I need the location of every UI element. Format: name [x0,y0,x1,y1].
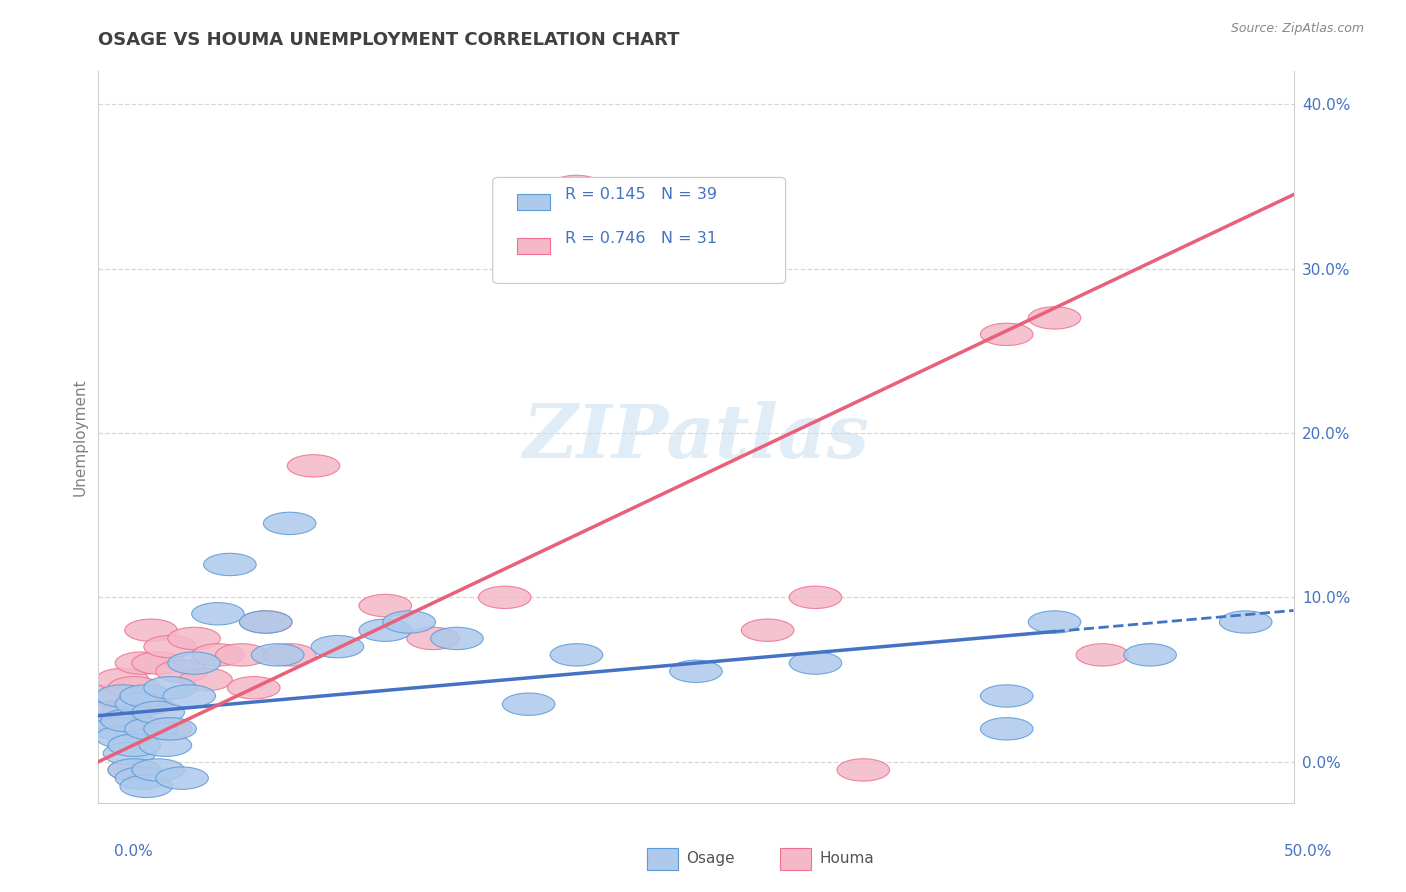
Ellipse shape [108,759,160,781]
Ellipse shape [980,323,1033,345]
Ellipse shape [125,718,177,740]
Ellipse shape [163,685,215,707]
Ellipse shape [156,660,208,682]
Ellipse shape [406,627,460,649]
FancyBboxPatch shape [517,194,550,211]
Ellipse shape [84,685,136,707]
Ellipse shape [139,718,191,740]
Ellipse shape [101,709,153,731]
Ellipse shape [789,586,842,608]
Ellipse shape [550,175,603,198]
Ellipse shape [1028,611,1081,633]
Ellipse shape [120,685,173,707]
Ellipse shape [108,676,160,699]
Ellipse shape [96,668,149,690]
Ellipse shape [382,611,436,633]
Text: Source: ZipAtlas.com: Source: ZipAtlas.com [1230,22,1364,36]
Ellipse shape [252,644,304,666]
Ellipse shape [287,455,340,477]
Ellipse shape [96,685,149,707]
Ellipse shape [132,701,184,723]
Ellipse shape [84,701,136,723]
Ellipse shape [430,627,484,649]
Ellipse shape [263,512,316,534]
Ellipse shape [156,767,208,789]
Ellipse shape [478,586,531,608]
Text: Houma: Houma [820,851,875,865]
Ellipse shape [167,652,221,674]
Ellipse shape [132,652,184,674]
Ellipse shape [1028,307,1081,329]
Ellipse shape [837,759,890,781]
Ellipse shape [91,709,143,731]
Ellipse shape [204,553,256,575]
Ellipse shape [741,619,794,641]
Ellipse shape [1219,611,1272,633]
Ellipse shape [502,693,555,715]
Ellipse shape [980,718,1033,740]
Ellipse shape [120,775,173,797]
Ellipse shape [132,759,184,781]
Ellipse shape [108,734,160,756]
Ellipse shape [789,652,842,674]
Ellipse shape [115,652,167,674]
FancyBboxPatch shape [517,238,550,254]
Text: R = 0.746   N = 31: R = 0.746 N = 31 [565,231,717,245]
Ellipse shape [263,644,316,666]
Y-axis label: Unemployment: Unemployment [72,378,87,496]
Text: R = 0.145   N = 39: R = 0.145 N = 39 [565,186,717,202]
Ellipse shape [228,676,280,699]
Text: Osage: Osage [686,851,735,865]
Ellipse shape [143,676,197,699]
Ellipse shape [91,718,143,740]
Ellipse shape [101,701,153,723]
Text: OSAGE VS HOUMA UNEMPLOYMENT CORRELATION CHART: OSAGE VS HOUMA UNEMPLOYMENT CORRELATION … [98,31,681,49]
Ellipse shape [191,603,245,625]
Ellipse shape [311,635,364,657]
Ellipse shape [108,759,160,781]
Ellipse shape [359,619,412,641]
Ellipse shape [239,611,292,633]
Ellipse shape [143,635,197,657]
Ellipse shape [239,611,292,633]
Ellipse shape [115,767,167,789]
Ellipse shape [167,627,221,649]
Ellipse shape [143,718,197,740]
Ellipse shape [115,693,167,715]
Ellipse shape [191,644,245,666]
Ellipse shape [139,734,191,756]
Ellipse shape [1123,644,1177,666]
Ellipse shape [669,660,723,682]
FancyBboxPatch shape [494,178,786,284]
Ellipse shape [103,742,156,764]
Ellipse shape [980,685,1033,707]
Ellipse shape [180,668,232,690]
Text: 50.0%: 50.0% [1284,845,1331,859]
Ellipse shape [1076,644,1129,666]
Ellipse shape [359,594,412,616]
Text: 0.0%: 0.0% [114,845,153,859]
Ellipse shape [120,693,173,715]
Ellipse shape [125,619,177,641]
Ellipse shape [550,644,603,666]
Ellipse shape [215,644,269,666]
Ellipse shape [96,726,149,748]
Text: ZIPatlas: ZIPatlas [523,401,869,474]
